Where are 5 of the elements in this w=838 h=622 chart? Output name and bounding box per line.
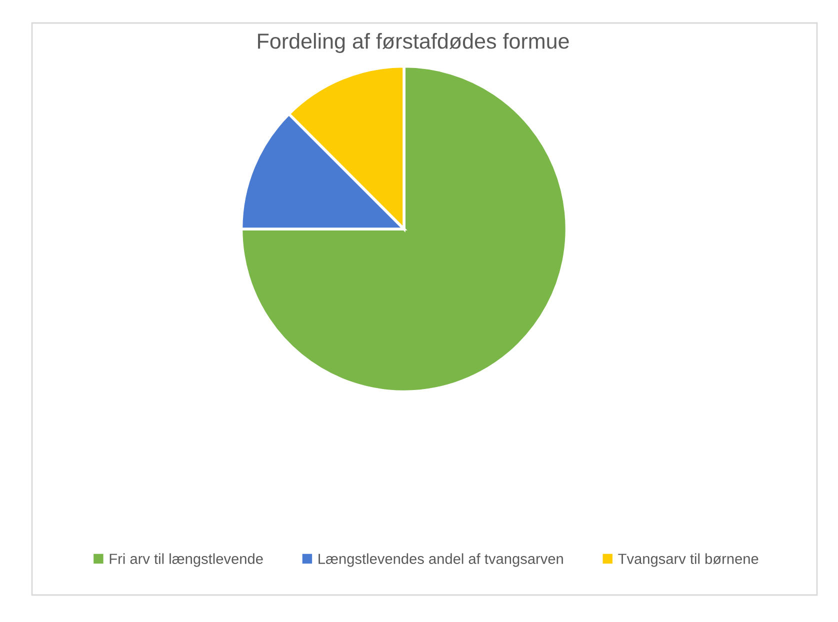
legend-label: Fri arv til længstlevende [110, 553, 263, 567]
pie-slice [240, 64, 568, 394]
chart-title: Fordeling af førstafdødes formue [258, 32, 569, 54]
legend-label: Længstlevendes andel af tvangsarven [318, 553, 563, 567]
legend-label: Tvangsarv til børnene [618, 553, 758, 567]
